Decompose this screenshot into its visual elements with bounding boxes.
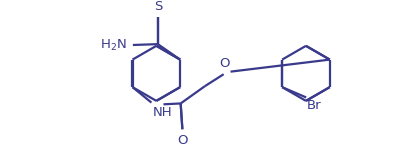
Text: S: S (154, 0, 162, 13)
Text: Br: Br (307, 99, 322, 112)
Text: O: O (177, 134, 188, 147)
Text: O: O (219, 57, 230, 70)
Text: H$_2$N: H$_2$N (100, 37, 127, 52)
Text: NH: NH (153, 106, 173, 119)
